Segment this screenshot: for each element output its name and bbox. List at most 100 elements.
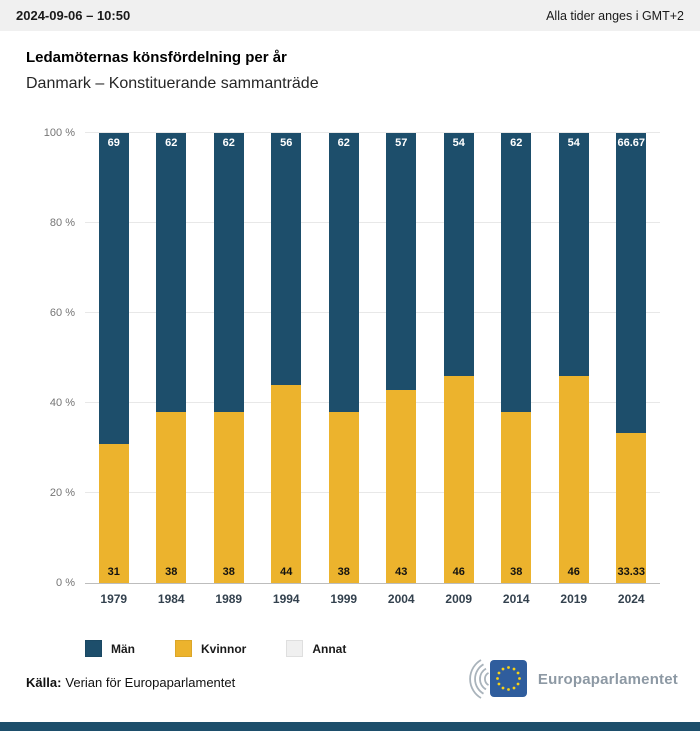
- bar-segment-man[interactable]: 62: [156, 133, 187, 412]
- legend-item-män[interactable]: Män: [85, 640, 135, 657]
- source-text: Verian för Europaparlamentet: [65, 675, 236, 690]
- chart: 0 % 20 % 40 % 60 % 80 % 100 % 69 31 62 38 62 38 56 4…: [44, 127, 660, 606]
- top-bar: 2024-09-06 – 10:50 Alla tider anges i GM…: [0, 0, 700, 31]
- bar-slot: 62 38: [143, 133, 201, 583]
- bar-segment-kvinnor[interactable]: 46: [558, 376, 589, 583]
- legend-label: Män: [111, 641, 135, 656]
- gridline: [85, 492, 660, 493]
- bar-segment-man[interactable]: 62: [501, 133, 532, 412]
- x-tick-label: 2024: [617, 592, 645, 606]
- bar-segment-kvinnor[interactable]: 43: [386, 389, 417, 583]
- bar-segment-kvinnor[interactable]: 44: [271, 385, 302, 583]
- bar-value-man: 62: [165, 137, 178, 149]
- y-tick-label: 20 %: [49, 487, 75, 499]
- bar-segment-kvinnor[interactable]: 33.33: [616, 433, 647, 583]
- x-tick-label: 1989: [215, 592, 243, 606]
- plot-area: 0 % 20 % 40 % 60 % 80 % 100 % 69 31 62 38 62 38 56 4…: [44, 127, 660, 589]
- x-axis: 1979 1984 1989 1994 1999 2004 2009 2014 2019 2024: [85, 592, 660, 606]
- bar-segment-kvinnor[interactable]: 46: [443, 376, 474, 583]
- titles: Ledamöternas könsfördelning per år Danma…: [26, 49, 700, 93]
- x-tick-label: 2019: [560, 592, 588, 606]
- gridline: [85, 132, 660, 133]
- bar-2014[interactable]: 62 38: [501, 133, 532, 583]
- bar-segment-kvinnor[interactable]: 31: [98, 443, 129, 583]
- timezone-note: Alla tider anges i GMT+2: [546, 8, 684, 23]
- bar-slot: 54 46: [430, 133, 488, 583]
- x-tick-label: 1984: [157, 592, 185, 606]
- y-tick-label: 40 %: [49, 397, 75, 409]
- bar-value-kvinnor: 38: [337, 566, 350, 578]
- bar-value-man: 62: [222, 137, 235, 149]
- bar-value-kvinnor: 43: [395, 566, 408, 578]
- page-subtitle: Danmark – Konstituerande sammanträde: [26, 75, 319, 92]
- bar-2009[interactable]: 54 46: [443, 133, 474, 583]
- bar-slot: 56 44: [258, 133, 316, 583]
- bar-slot: 62 38: [315, 133, 373, 583]
- bar-segment-man[interactable]: 69: [98, 133, 129, 444]
- legend: Män Kvinnor Annat: [85, 640, 700, 657]
- y-tick-label: 0 %: [56, 577, 75, 589]
- bar-value-man: 66.67: [617, 137, 646, 150]
- page-title: Ledamöternas könsfördelning per år: [26, 49, 287, 66]
- bar-1989[interactable]: 62 38: [213, 133, 244, 583]
- bar-value-man: 57: [395, 137, 408, 149]
- bar-segment-man[interactable]: 54: [443, 133, 474, 376]
- legend-swatch: [286, 640, 304, 657]
- source-line: Källa: Verian för Europaparlamentet: [26, 675, 700, 690]
- y-tick-label: 100 %: [43, 127, 75, 139]
- bar-2004[interactable]: 57 43: [386, 133, 417, 583]
- x-tick-label: 1979: [100, 592, 128, 606]
- x-tick-label: 1999: [330, 592, 358, 606]
- bar-segment-man[interactable]: 62: [328, 133, 359, 412]
- legend-item-annat[interactable]: Annat: [286, 640, 346, 657]
- legend-item-kvinnor[interactable]: Kvinnor: [175, 640, 246, 657]
- y-tick-label: 60 %: [49, 307, 75, 319]
- bar-value-man: 62: [337, 137, 350, 149]
- bar-segment-kvinnor[interactable]: 38: [501, 412, 532, 583]
- bar-1984[interactable]: 62 38: [156, 133, 187, 583]
- bar-slot: 66.67 33.33: [603, 133, 661, 583]
- hemicycle-eu-flag-icon: [469, 659, 527, 699]
- bar-1979[interactable]: 69 31: [98, 133, 129, 583]
- bar-value-kvinnor: 38: [510, 566, 523, 578]
- bar-segment-kvinnor[interactable]: 38: [156, 412, 187, 583]
- bar-segment-man[interactable]: 66.67: [616, 133, 647, 434]
- bar-value-man: 56: [280, 137, 293, 149]
- bar-1994[interactable]: 56 44: [271, 133, 302, 583]
- gridline: [85, 312, 660, 313]
- gridline: [85, 402, 660, 403]
- bar-slot: 62 38: [488, 133, 546, 583]
- bar-2019[interactable]: 54 46: [558, 133, 589, 583]
- bar-value-man: 54: [452, 137, 465, 149]
- bar-slot: 69 31: [85, 133, 143, 583]
- bar-value-kvinnor: 31: [107, 566, 120, 578]
- legend-label: Annat: [312, 641, 347, 656]
- bar-value-kvinnor: 33.33: [617, 566, 646, 578]
- bar-2024[interactable]: 66.67 33.33: [616, 133, 647, 583]
- legend-swatch: [175, 640, 192, 657]
- x-tick-label: 1994: [272, 592, 300, 606]
- bars: 69 31 62 38 62 38 56 44 62 38 57 43 54 46 62 38 54 46 66.6…: [85, 133, 660, 583]
- bar-value-man: 54: [567, 137, 580, 149]
- footer-bar: [0, 722, 700, 731]
- european-parliament-logo: Europaparlamentet: [452, 653, 678, 705]
- bar-value-man: 62: [510, 137, 523, 149]
- y-tick-label: 80 %: [49, 217, 75, 229]
- bar-value-kvinnor: 44: [280, 566, 293, 578]
- bar-segment-kvinnor[interactable]: 38: [328, 412, 359, 583]
- bar-segment-kvinnor[interactable]: 38: [213, 412, 244, 583]
- bar-segment-man[interactable]: 56: [271, 133, 302, 385]
- bar-slot: 57 43: [373, 133, 431, 583]
- eu-stars: [495, 666, 521, 691]
- bar-segment-man[interactable]: 57: [386, 133, 417, 390]
- bar-value-kvinnor: 38: [222, 566, 235, 578]
- bar-value-man: 69: [107, 137, 120, 149]
- bar-slot: 54 46: [545, 133, 603, 583]
- bar-segment-man[interactable]: 62: [213, 133, 244, 412]
- eu-flag-icon: [489, 660, 527, 697]
- bar-1999[interactable]: 62 38: [328, 133, 359, 583]
- bar-segment-man[interactable]: 54: [558, 133, 589, 376]
- x-tick-label: 2009: [445, 592, 473, 606]
- x-tick-label: 2004: [387, 592, 415, 606]
- legend-label: Kvinnor: [201, 641, 247, 656]
